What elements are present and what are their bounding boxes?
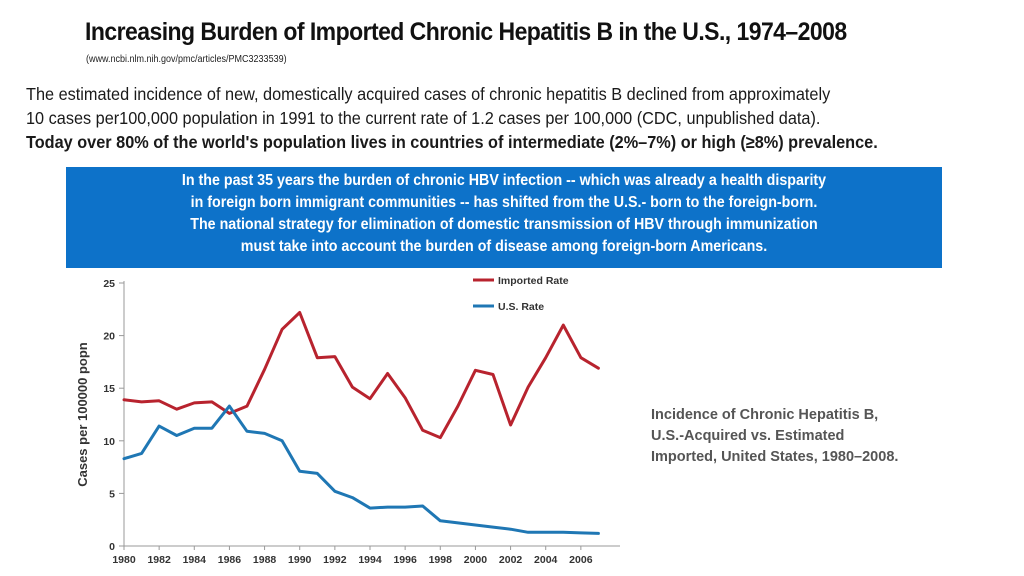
caption-line-2: U.S.-Acquired vs. Estimated <box>651 428 845 444</box>
series-line-imported-rate <box>122 311 600 440</box>
x-tick-label: 1994 <box>358 554 382 566</box>
x-tick-label: 1992 <box>323 554 347 566</box>
x-tick-label: 1984 <box>183 554 207 566</box>
caption-line-3: Imported, United States, 1980–2008. <box>651 449 899 465</box>
y-tick-label: 10 <box>103 436 115 448</box>
x-tick-label: 2006 <box>569 554 593 566</box>
banner-line-1: In the past 35 years the burden of chron… <box>181 172 827 189</box>
x-tick-label: 1998 <box>429 554 453 566</box>
series-line-us-rate <box>122 404 600 535</box>
x-tick-label: 2004 <box>534 554 558 566</box>
intro-line-2: 10 cases per100,000 population in 1991 t… <box>26 108 821 128</box>
x-tick-label: 2000 <box>464 554 488 566</box>
banner-line-2: in foreign born immigrant communities --… <box>190 194 818 211</box>
x-tick-label: 1996 <box>393 554 417 566</box>
intro-paragraph: The estimated incidence of new, domestic… <box>26 82 956 154</box>
highlight-banner: In the past 35 years the burden of chron… <box>66 167 942 268</box>
page-title: Increasing Burden of Imported Chronic He… <box>85 18 847 46</box>
legend-label-us-rate: U.S. Rate <box>498 301 544 313</box>
y-tick-label: 0 <box>109 541 115 553</box>
banner-line-4: must take into account the burden of dis… <box>240 238 768 255</box>
chart-caption: Incidence of Chronic Hepatitis B, U.S.-A… <box>651 405 971 468</box>
x-tick-label: 1982 <box>147 554 171 566</box>
legend-label-imported-rate: Imported Rate <box>498 275 569 287</box>
caption-line-1: Incidence of Chronic Hepatitis B, <box>651 407 879 423</box>
y-tick-label: 25 <box>103 278 115 290</box>
source-citation: (www.ncbi.nlm.nih.gov/pmc/articles/PMC32… <box>86 54 287 65</box>
intro-line-1: The estimated incidence of new, domestic… <box>26 84 831 104</box>
y-tick-label: 5 <box>109 488 115 500</box>
x-tick-label: 2002 <box>499 554 523 566</box>
intro-bold-line: Today over 80% of the world's population… <box>26 132 878 152</box>
x-tick-label: 1988 <box>253 554 277 566</box>
y-tick-label: 15 <box>103 383 115 395</box>
y-tick-label: 20 <box>103 331 115 343</box>
x-tick-label: 1990 <box>288 554 312 566</box>
x-tick-label: 1980 <box>112 554 136 566</box>
y-axis-label: Cases per 100000 popn <box>75 342 90 487</box>
x-tick-label: 1986 <box>218 554 242 566</box>
banner-line-3: The national strategy for elimination of… <box>190 216 818 233</box>
